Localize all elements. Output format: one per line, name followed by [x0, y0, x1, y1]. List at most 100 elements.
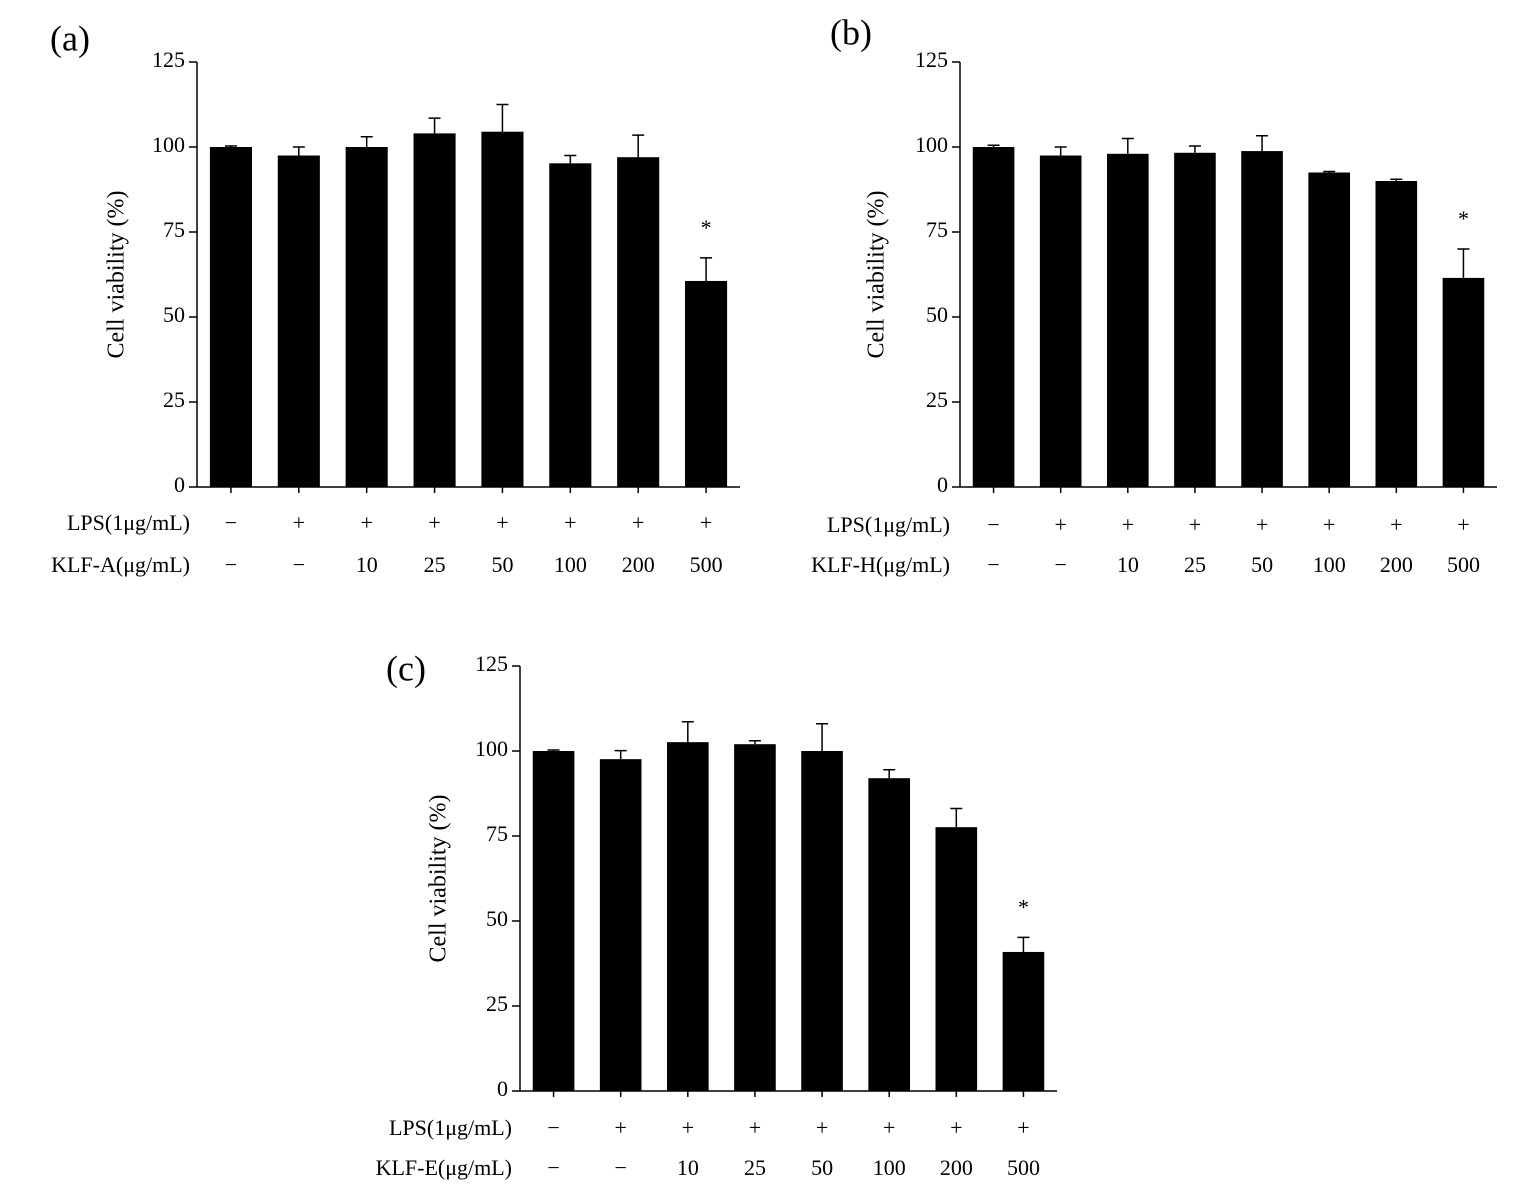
error-bar [614, 749, 627, 760]
y-tick-label: 25 [163, 387, 185, 412]
error-bar [1457, 248, 1470, 278]
x-row-value: + [1457, 512, 1469, 537]
x-row-value: + [1122, 512, 1134, 537]
y-tick-label: 25 [926, 387, 948, 412]
x-row-value: 100 [554, 552, 587, 577]
error-bar [360, 136, 373, 147]
bar [1002, 951, 1045, 1091]
x-row-value: + [700, 510, 712, 535]
bar [734, 744, 776, 1091]
bar [972, 147, 1015, 487]
y-axis-label: Cell viability (%) [104, 191, 130, 359]
error-bar [496, 103, 509, 132]
x-row-value: 500 [690, 552, 723, 577]
x-row-value: + [496, 510, 508, 535]
x-row-value: 10 [677, 1155, 699, 1180]
bar [935, 827, 978, 1091]
x-row-value: 200 [940, 1155, 973, 1180]
x-row-label: LPS(1μg/mL) [389, 1115, 512, 1140]
x-row-value: + [428, 510, 440, 535]
y-tick-label: 0 [174, 472, 185, 497]
y-axis-label: Cell viability (%) [864, 191, 890, 359]
x-row-value: + [1256, 512, 1268, 537]
bar [532, 751, 575, 1091]
error-bar [428, 117, 441, 134]
bar [209, 147, 252, 487]
y-tick-label: 50 [163, 302, 185, 327]
error-bar [883, 768, 896, 779]
x-row-value: + [1390, 512, 1402, 537]
y-tick-label: 125 [915, 47, 948, 72]
bar [1442, 277, 1485, 487]
panel-label: (a) [50, 18, 90, 58]
x-row-value: + [816, 1115, 828, 1140]
panel-label: (b) [830, 12, 872, 52]
error-bar [1323, 170, 1336, 173]
error-bar [748, 740, 761, 745]
x-row-value: + [1054, 512, 1066, 537]
y-tick-label: 50 [486, 906, 508, 931]
error-bar [632, 134, 645, 158]
x-row-value: − [547, 1115, 559, 1140]
x-row-value: 10 [1117, 552, 1139, 577]
x-row-value: − [1054, 552, 1066, 577]
significance-mark: * [1458, 206, 1469, 231]
error-bar [224, 145, 237, 147]
x-row-value: 25 [424, 552, 446, 577]
y-tick-label: 100 [475, 736, 508, 761]
significance-mark: * [1018, 894, 1029, 919]
bar [667, 742, 709, 1091]
error-bar [1188, 145, 1201, 153]
x-row-value: + [564, 510, 576, 535]
x-row-label: KLF-A(μg/mL) [51, 552, 190, 577]
error-bar [1390, 178, 1403, 181]
x-row-value: − [225, 552, 237, 577]
error-bar [564, 154, 577, 164]
error-bar [816, 723, 829, 751]
y-tick-label: 25 [486, 991, 508, 1016]
x-row-value: − [293, 552, 305, 577]
x-row-value: − [614, 1155, 626, 1180]
x-row-value: 500 [1007, 1155, 1040, 1180]
y-tick-label: 75 [926, 217, 948, 242]
bar [685, 280, 728, 487]
x-row-value: 25 [1184, 552, 1206, 577]
bar [1241, 151, 1283, 487]
y-tick-label: 0 [937, 472, 948, 497]
error-bar [547, 749, 560, 751]
y-tick-label: 125 [152, 47, 185, 72]
bar [481, 131, 524, 487]
x-row-value: + [632, 510, 644, 535]
error-bar [681, 721, 694, 743]
bar [1308, 172, 1350, 487]
bar [413, 133, 456, 487]
bar [1107, 153, 1149, 488]
x-row-label: LPS(1μg/mL) [827, 512, 950, 537]
x-row-value: 500 [1447, 552, 1480, 577]
x-row-value: 25 [744, 1155, 766, 1180]
x-row-value: 50 [1251, 552, 1273, 577]
y-tick-label: 0 [497, 1076, 508, 1101]
error-bar [1256, 135, 1269, 152]
x-row-value: + [682, 1115, 694, 1140]
x-row-value: 50 [811, 1155, 833, 1180]
bar [1375, 181, 1418, 487]
x-row-value: − [987, 512, 999, 537]
y-tick-label: 75 [486, 821, 508, 846]
x-row-label: KLF-H(μg/mL) [811, 552, 950, 577]
x-row-value: + [883, 1115, 895, 1140]
x-row-value: + [1323, 512, 1335, 537]
x-row-label: LPS(1μg/mL) [67, 510, 190, 535]
error-bar [292, 146, 305, 156]
x-row-value: 50 [491, 552, 513, 577]
significance-mark: * [701, 215, 712, 240]
x-row-value: + [1189, 512, 1201, 537]
y-tick-label: 100 [915, 132, 948, 157]
x-row-value: 200 [622, 552, 655, 577]
bar [801, 751, 843, 1091]
x-row-value: 10 [356, 552, 378, 577]
x-row-value: 100 [873, 1155, 906, 1180]
error-bar [700, 257, 713, 281]
